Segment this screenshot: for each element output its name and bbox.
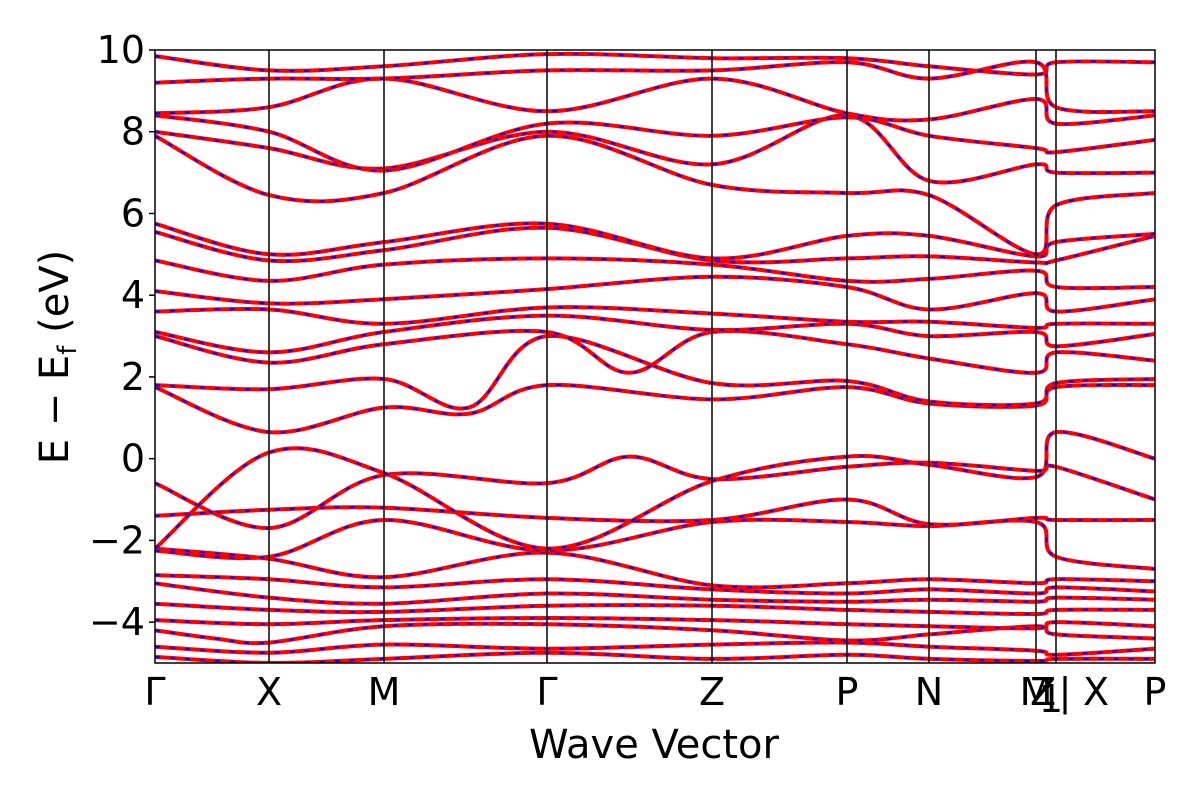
band-line-25 [155,59,1155,115]
y-tick-label-2: 6 [121,191,145,235]
x-tick-label-1: X [256,670,282,714]
y-tick-label-5: 0 [121,437,145,481]
y-tick-label-7: −4 [89,600,145,644]
y-axis-label-main: E − E [32,355,78,465]
band-line-23 [155,113,1155,173]
y-axis-label: E − Ef (eV) [32,250,83,465]
x-tick-label-12: P [1144,670,1167,714]
band-line-8 [155,517,1155,571]
band-line-15 [155,313,1155,355]
kpoint-lines-group [268,50,1057,663]
band-line-dashed-21 [155,134,1155,256]
band-line-dashed-0 [155,651,1155,663]
band-line-dashed-13 [155,334,1155,410]
y-tick-label-1: 8 [121,110,145,154]
x-tick-label-5: P [836,670,859,714]
x-tick-label-2: M [368,670,401,714]
plot-area [154,49,1156,664]
band-line-dashed-17 [155,275,1155,313]
plot-frame [154,49,1156,664]
band-line-dashed-14 [155,329,1155,374]
band-line-dashed-16 [155,306,1155,329]
band-line-dashed-20 [155,222,1155,260]
band-line-24 [155,76,1155,127]
x-tick-label-8: Z [1030,670,1056,714]
band-line-dashed-18 [155,257,1155,290]
x-tick-label-6: N [915,670,943,714]
y-ticks-group: 10 8 6 4 2 0 −2 −4 [89,28,155,644]
y-axis-label-sub: f [53,345,83,355]
x-tick-label-9: 1 [1039,677,1063,721]
x-tick-label-11: X [1083,670,1109,714]
band-line-7 [155,546,1155,590]
x-tick-label-7: M [1020,670,1053,714]
y-tick-label-3: 4 [121,273,145,317]
band-line-dashed-11 [155,430,1155,550]
x-ticks-group: Γ X M Γ Z P N MZ1| X P [144,670,1166,721]
band-line-dashed-5 [155,582,1155,605]
bands-group [155,51,1155,663]
y-tick-label-6: −2 [89,518,145,562]
band-line-dashed-22 [155,114,1155,184]
x-tick-label-4: Z [699,670,725,714]
y-tick-label-0: 10 [97,28,145,72]
x-tick-label-3: Γ [536,670,557,714]
y-tick-label-4: 2 [121,355,145,399]
band-line-dashed-3 [155,616,1155,630]
band-line-dashed-1 [155,641,1155,656]
band-line-dashed-19 [155,226,1155,265]
x-tick-label-0: Γ [144,670,165,714]
band-line-dashed-6 [155,574,1155,595]
x-axis-label: Wave Vector [529,722,780,768]
band-line-dashed-12 [155,383,1155,434]
band-line-26 [155,51,1155,77]
band-line-dashed-9 [155,498,1155,526]
band-line-dashed-4 [155,602,1155,616]
x-tick-label-10: | [1059,670,1072,715]
y-axis-label-unit: (eV) [32,250,78,346]
